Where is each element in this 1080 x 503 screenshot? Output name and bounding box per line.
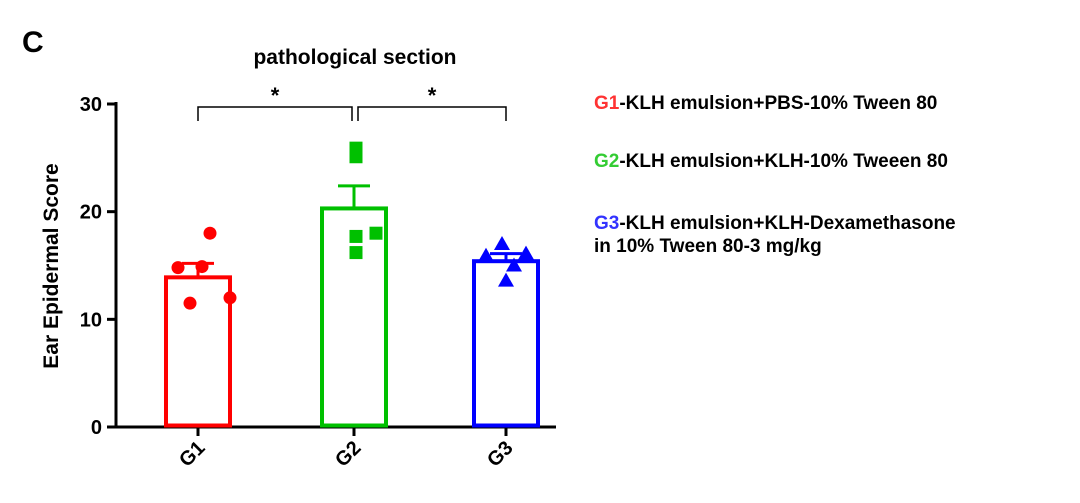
y-tick-label: 20 (80, 202, 102, 224)
data-point-g1 (183, 296, 197, 310)
legend-code-g2: G2 (594, 151, 620, 172)
x-tick-label: G3 (483, 437, 517, 471)
significance-label: * (271, 83, 280, 108)
data-point-g3 (498, 272, 514, 287)
data-point-g3 (506, 257, 522, 272)
significance-bracket (357, 106, 507, 121)
legend-text-g2: -KLH emulsion+KLH-10% Tweeen 80 (619, 151, 948, 172)
bar-g1 (164, 275, 232, 428)
legend-code-g3: G3 (594, 213, 620, 234)
legend-item-g2: G2-KLH emulsion+KLH-10% Tweeen 80 (594, 150, 948, 173)
data-point-g2 (349, 229, 363, 243)
y-tick-label: 30 (80, 94, 102, 116)
data-point-g1 (195, 260, 209, 274)
legend-text-g3-line2: in 10% Tween 80-3 mg/kg (594, 236, 822, 257)
data-point-g2 (349, 150, 363, 164)
data-point-g1 (203, 226, 217, 240)
data-point-g2 (369, 226, 383, 240)
data-point-g1 (171, 261, 185, 275)
significance-label: * (428, 83, 437, 108)
significance-bracket (197, 106, 353, 121)
plot-area: 0 10 20 30 G1 G2 G3 * * (80, 83, 556, 471)
y-tick-label: 0 (91, 417, 102, 439)
legend-item-g1: G1-KLH emulsion+PBS-10% Tween 80 (594, 92, 937, 115)
panel-label: C (22, 26, 44, 59)
legend-text-g3: -KLH emulsion+KLH-Dexamethasone (619, 213, 956, 234)
x-tick-label: G1 (175, 437, 209, 471)
legend-item-g3: G3-KLH emulsion+KLH-Dexamethasone in 10%… (594, 212, 956, 258)
y-axis-label: Ear Epidermal Score (40, 163, 63, 368)
data-point-g1 (223, 291, 237, 305)
legend-text-g1: -KLH emulsion+PBS-10% Tween 80 (619, 93, 938, 114)
legend-code-g1: G1 (594, 93, 620, 114)
data-point-g3 (518, 245, 534, 260)
data-point-g2 (349, 246, 363, 260)
x-tick-label: G2 (331, 437, 365, 471)
y-tick-label: 10 (80, 309, 102, 331)
chart-title: pathological section (253, 46, 456, 69)
data-point-g3 (478, 247, 494, 262)
data-point-g3 (494, 235, 510, 250)
